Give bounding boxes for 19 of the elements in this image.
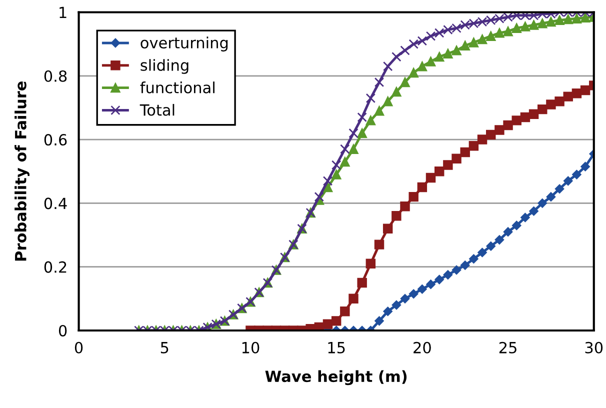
y-tick-label: 0.4 <box>44 198 67 210</box>
legend-label: Total <box>140 104 174 116</box>
x-tick-label: 15 <box>328 342 345 354</box>
x-tick-label: 25 <box>499 342 516 354</box>
y-tick-label: 1 <box>60 6 66 18</box>
y-tick-label: 0.6 <box>44 134 67 146</box>
x-tick-label: 10 <box>242 342 260 354</box>
y-tick-label: 0.2 <box>44 261 66 273</box>
legend-label: functional <box>140 82 214 94</box>
x-tick-label: 5 <box>160 342 168 354</box>
y-tick-label: 0.8 <box>44 70 67 82</box>
y-axis-title: Probability of Failure <box>14 81 30 261</box>
x-tick-label: 30 <box>585 342 603 354</box>
x-axis-title: Wave height (m) <box>265 370 407 386</box>
legend-label: overturning <box>140 36 228 52</box>
x-tick-label: 20 <box>414 342 431 354</box>
legend-label: sliding <box>140 59 188 74</box>
y-tick-label: 0 <box>58 324 67 336</box>
x-tick-label: 0 <box>74 342 83 354</box>
